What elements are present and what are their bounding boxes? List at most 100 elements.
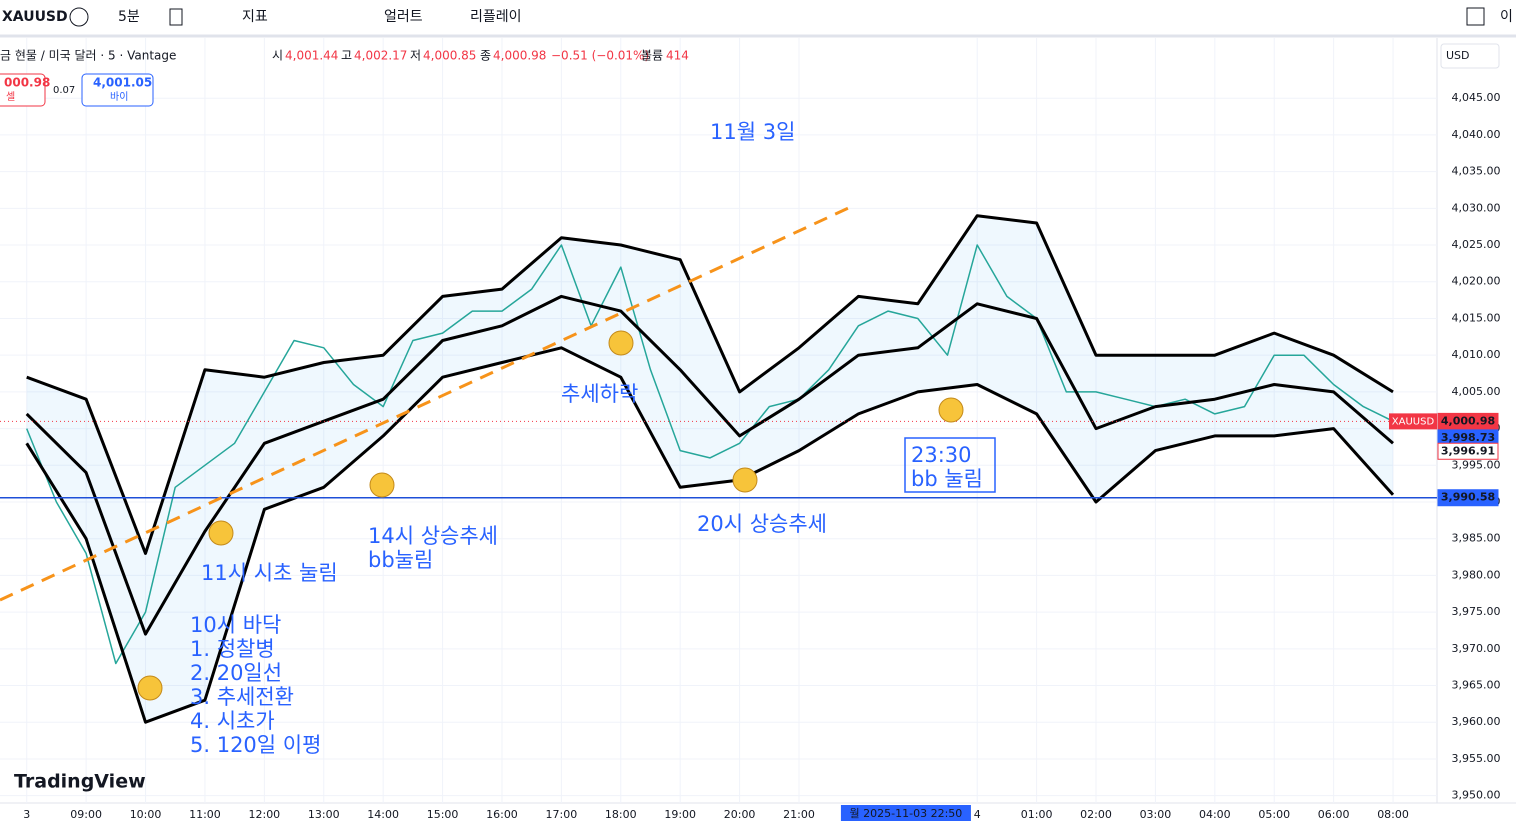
x-tick-label: 12:00 — [248, 808, 280, 821]
annotation: 23:30 — [911, 443, 972, 467]
y-tick-label: 3,960.00 — [1452, 715, 1501, 728]
x-tick-label: 09:00 — [70, 808, 102, 821]
symbol[interactable]: XAUUSD — [2, 9, 68, 25]
close: 4,000.98 — [493, 49, 546, 63]
fullscreen[interactable] — [1466, 7, 1485, 26]
legend: 금 현물 / 미국 달러 · 5 · Vantage 시 4,001.44 고 … — [0, 43, 1500, 107]
emoji-marker — [208, 520, 234, 546]
cursor-time-label: 월 2025-11-03 22:50 — [850, 807, 963, 820]
emoji-marker — [608, 330, 634, 356]
y-tick-label: 3,955.00 — [1452, 752, 1501, 765]
high-label: 고 — [341, 49, 352, 63]
right-menu[interactable]: 이 — [1500, 9, 1513, 25]
annotation: 14시 상승추세 — [368, 524, 498, 548]
annotation-box — [904, 437, 996, 493]
buy-button[interactable] — [81, 73, 154, 107]
y-tick-label: 3,950.00 — [1452, 789, 1501, 802]
price-label: 4,000.98 — [1441, 414, 1495, 427]
open: 4,001.44 — [285, 49, 338, 63]
chart-type[interactable] — [169, 8, 183, 26]
y-tick-label: 3,975.00 — [1452, 605, 1501, 618]
y-tick-label: 4,045.00 — [1452, 91, 1501, 104]
low: 4,000.85 — [423, 49, 476, 63]
price-label: 3,998.73 — [1441, 431, 1495, 444]
legend-name: 금 현물 / 미국 달러 · 5 · Vantage — [0, 49, 176, 63]
open-label: 시 — [272, 49, 283, 63]
symbol-tag: XAUUSD — [1392, 416, 1435, 427]
interval[interactable]: 5분 — [118, 9, 140, 25]
x-tick-label: 04:00 — [1199, 808, 1231, 821]
y-tick-label: 4,005.00 — [1452, 385, 1501, 398]
indicators[interactable]: 지표 — [242, 9, 268, 25]
x-tick-label: 3 — [23, 808, 30, 821]
alert[interactable]: 얼러트 — [384, 9, 423, 25]
y-tick-label: 3,970.00 — [1452, 642, 1501, 655]
y-tick-label: 4,025.00 — [1452, 238, 1501, 251]
x-tick-label: 05:00 — [1258, 808, 1290, 821]
y-tick-label: 3,995.00 — [1452, 458, 1501, 471]
annotation: 추세하락 — [561, 382, 638, 406]
high: 4,002.17 — [354, 49, 407, 63]
x-tick-label: 01:00 — [1021, 808, 1053, 821]
annotation: 11월 3일 — [710, 120, 795, 144]
volume: 414 — [666, 49, 689, 63]
currency: USD — [1446, 49, 1470, 62]
brand: TradingView — [14, 771, 146, 793]
price-label-box — [1437, 442, 1499, 460]
x-tick-label: 18:00 — [605, 808, 637, 821]
emoji-marker — [732, 467, 758, 493]
chart-area — [0, 38, 1437, 803]
emoji-marker — [137, 675, 163, 701]
x-tick-label: 20:00 — [724, 808, 756, 821]
annotation: bb 눌림 — [911, 467, 983, 491]
annotation: 1. 정찰병 — [190, 637, 275, 661]
annotation: 2. 20일선 — [190, 661, 282, 685]
volume-label: 볼륨 — [641, 49, 663, 63]
cursor-time-box — [840, 805, 971, 821]
buy-price: 4,001.05 — [93, 76, 152, 90]
y-tick-label: 4,030.00 — [1452, 201, 1501, 214]
y-tick-label: 4,015.00 — [1452, 311, 1501, 324]
annotation: 10시 바닥 — [190, 613, 281, 637]
emoji-marker — [938, 397, 964, 423]
x-tick-label: 06:00 — [1318, 808, 1350, 821]
y-tick-label: 4,020.00 — [1452, 275, 1501, 288]
x-tick-label: 11:00 — [189, 808, 221, 821]
x-tick-label: 13:00 — [308, 808, 340, 821]
replay[interactable]: 리플레이 — [470, 9, 522, 25]
series-line — [25, 346, 1395, 724]
x-tick-label: 10:00 — [130, 808, 162, 821]
x-tick-label: 02:00 — [1080, 808, 1112, 821]
annotation: 11시 시초 눌림 — [201, 561, 338, 585]
annotation: bb눌림 — [368, 548, 433, 572]
sell-price: 000.98 — [4, 76, 50, 90]
change: −0.51 (−0.01%) — [551, 49, 649, 63]
x-tick-label: 14:00 — [367, 808, 399, 821]
add-symbol[interactable] — [69, 7, 89, 27]
series-line — [26, 214, 1394, 555]
annotation: 3. 추세전환 — [190, 685, 294, 709]
series-line — [25, 294, 1394, 636]
y-tick-label: 4,040.00 — [1452, 128, 1501, 141]
emoji-marker — [369, 472, 395, 498]
x-tick-label: 4 — [974, 808, 981, 821]
sell-button[interactable] — [0, 73, 46, 107]
x-tick-label: 15:00 — [427, 808, 459, 821]
x-tick-label: 16:00 — [486, 808, 518, 821]
annotation: 4. 시초가 — [190, 709, 275, 733]
x-tick-label: 17:00 — [546, 808, 578, 821]
y-tick-label: 3,980.00 — [1452, 568, 1501, 581]
y-tick-label: 3,965.00 — [1452, 679, 1501, 692]
trend-line — [0, 203, 856, 602]
close-label: 종 — [480, 49, 491, 63]
price-label: 3,990.58 — [1441, 491, 1495, 504]
y-tick-label: 3,985.00 — [1452, 532, 1501, 545]
x-tick-label: 19:00 — [664, 808, 696, 821]
y-tick-label: 4,010.00 — [1452, 348, 1501, 361]
x-tick-label: 21:00 — [783, 808, 815, 821]
annotation: 5. 120일 이평 — [190, 733, 321, 757]
x-tick-label: 08:00 — [1377, 808, 1409, 821]
currency-select[interactable] — [1440, 43, 1500, 69]
spread: 0.07 — [53, 85, 75, 96]
